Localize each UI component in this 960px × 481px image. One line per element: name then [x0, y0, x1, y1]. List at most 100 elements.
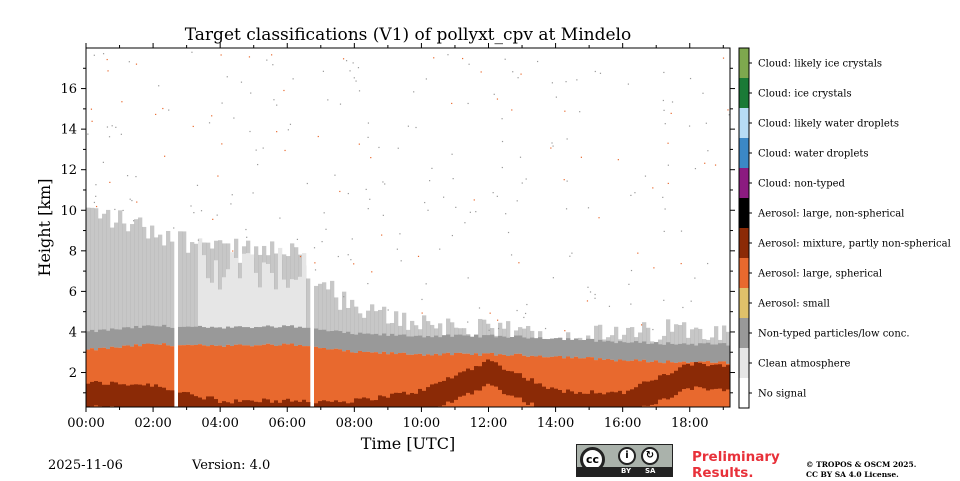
clean-atmosphere-col [282, 279, 287, 344]
speckle-point [325, 228, 327, 230]
speckle-point [240, 81, 243, 83]
spherical-aerosol-col [426, 354, 431, 407]
lowconc-band-col [442, 335, 447, 354]
speckle-point [496, 195, 498, 197]
speckle-point [608, 305, 611, 307]
lowconc-band-col [422, 337, 427, 356]
lowconc-haze-col [314, 285, 319, 347]
speckle-point [382, 214, 384, 216]
spherical-aerosol-col [122, 345, 127, 407]
speckle-point [323, 212, 325, 214]
speckle-point [644, 175, 647, 177]
mixture-aerosol-col [642, 381, 647, 406]
speckle-point [551, 142, 553, 144]
speckle-point [155, 113, 157, 116]
speckle-point [429, 180, 431, 182]
mixture-aerosol-col [442, 380, 447, 406]
lowconc-band-col [534, 338, 539, 357]
speckle-point [107, 70, 109, 72]
mixture-aerosol-col [414, 393, 419, 407]
speckle-point [114, 208, 116, 211]
lowconc-band-col [638, 342, 643, 362]
mixture-aerosol-col [622, 394, 627, 407]
speckle-point [93, 201, 96, 204]
lowconc-haze-col [110, 227, 115, 347]
mixture-aerosol-col [282, 399, 287, 407]
mixture-aerosol-col [350, 402, 355, 407]
speckle-point [345, 60, 348, 62]
spherical-aerosol-col [254, 345, 259, 407]
lowconc-band-col [682, 343, 687, 362]
speckle-point [337, 255, 339, 258]
speckle-point [516, 309, 518, 312]
lowconc-band-col [362, 333, 367, 353]
speckle-point [520, 73, 522, 75]
spherical-aerosol-col [282, 343, 287, 407]
speckle-point [231, 194, 233, 196]
spherical-aerosol-col [410, 354, 415, 407]
mixture-aerosol-col [506, 370, 511, 396]
speckle-point [421, 312, 423, 314]
lowconc-haze-col [342, 291, 347, 352]
mixture-aerosol-col [254, 401, 259, 407]
speckle-point [266, 59, 268, 61]
speckle-point [519, 156, 522, 158]
speckle-point [273, 99, 275, 101]
speckle-point [689, 77, 692, 80]
speckle-point [594, 70, 596, 73]
lowconc-band-col [146, 325, 151, 344]
mixture-aerosol-col [194, 396, 199, 407]
speckle-point [587, 286, 589, 288]
lowconc-haze-col [134, 219, 139, 345]
mixture-aerosol-col [602, 394, 607, 407]
lowconc-haze-col [118, 210, 123, 348]
lowconc-band-col [466, 335, 471, 354]
speckle-point [587, 207, 590, 209]
lowconc-band-col [134, 325, 139, 345]
spherical-aerosol-col [422, 355, 427, 407]
clean-atmosphere-col [298, 276, 303, 345]
lowconc-haze-col [158, 234, 163, 345]
speckle-point [192, 125, 194, 128]
speckle-point [299, 255, 302, 258]
mixture-aerosol-col [718, 364, 723, 389]
spherical-aerosol-col [262, 344, 267, 407]
mixture-aerosol-col [246, 400, 251, 407]
mixture-aerosol-col [218, 402, 223, 407]
lowconc-band-col [650, 343, 655, 362]
lowconc-band-col [478, 337, 483, 356]
clean-atmosphere-col [210, 282, 215, 346]
mixture-aerosol-col [470, 370, 475, 395]
colorbar-swatch [739, 138, 749, 168]
mixture-aerosol-col [650, 380, 655, 405]
speckle-point [358, 143, 360, 145]
mixture-aerosol-col [682, 364, 687, 390]
spherical-aerosol-col [270, 344, 275, 407]
lowconc-band-col [630, 342, 635, 361]
lowconc-haze-col [170, 241, 175, 347]
axes: 00:00 02:00 04:00 06:00 08:00 10:00 12:00 14:00… [35, 43, 735, 453]
spherical-aerosol-col [210, 345, 215, 407]
speckle-point [108, 136, 111, 138]
speckle-point [396, 248, 398, 250]
speckle-point [87, 133, 89, 135]
colorbar-label: Aerosol: mixture, partly non-spherical [757, 239, 951, 250]
speckle-point [353, 77, 355, 79]
mixture-aerosol-col [482, 361, 487, 387]
mixture-aerosol-col [378, 395, 383, 407]
mixture-aerosol-col [574, 393, 579, 407]
lowconc-band-col [86, 331, 91, 350]
lowconc-band-col [558, 337, 563, 356]
speckle-point [351, 238, 353, 240]
colorbar-swatch [739, 378, 749, 408]
speckle-point [387, 309, 389, 311]
mixture-aerosol-col [402, 391, 407, 407]
lowconc-band-col [526, 338, 531, 357]
speckle-point [126, 175, 129, 177]
lowconc-haze-col [354, 306, 359, 353]
mixture-aerosol-col [490, 361, 495, 386]
colorbar-swatch [739, 78, 749, 108]
mixture-aerosol-col [206, 396, 211, 407]
speckle-point [517, 77, 519, 79]
lowconc-haze-col [370, 304, 375, 353]
